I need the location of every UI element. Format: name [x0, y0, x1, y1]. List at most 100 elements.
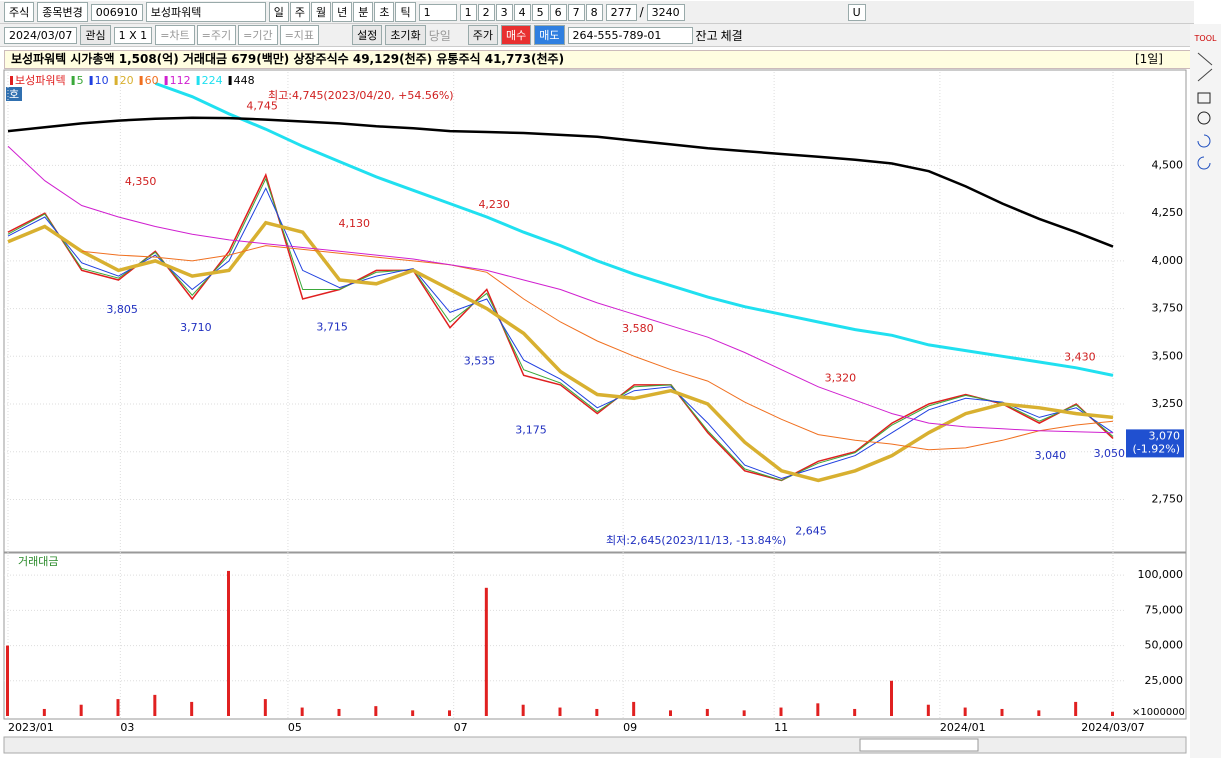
period[interactable]: 초 [374, 2, 395, 22]
legend-swatch [228, 76, 232, 85]
x-tick-label: 11 [774, 721, 788, 734]
tabs: =차트 =주기 =기간 =지표 [155, 25, 320, 45]
extreme-label: 3,175 [515, 423, 547, 436]
page-button[interactable]: 7 [567, 3, 585, 21]
scrollbar[interactable] [3, 736, 1187, 754]
period[interactable]: 월 [310, 2, 332, 22]
u[interactable]: U [847, 3, 866, 21]
change-stock[interactable]: 종목변경 [37, 2, 88, 22]
volume-bar [558, 707, 562, 716]
y-tick-label: 4,500 [1152, 158, 1184, 171]
volume-bar [484, 587, 488, 716]
watch[interactable]: 관심 [80, 25, 111, 45]
tab[interactable]: =지표 [279, 25, 320, 45]
page-button[interactable]: 2 [477, 3, 495, 21]
account[interactable]: 264-555-789-01 [567, 26, 693, 44]
y-tick-label: 3,500 [1152, 349, 1184, 362]
volume-bar [6, 645, 9, 716]
page-button[interactable]: 5 [531, 3, 549, 21]
period[interactable]: 분 [353, 2, 374, 22]
extreme-label: 3,535 [464, 355, 496, 368]
page-button[interactable]: 8 [585, 3, 603, 21]
current-price-box [1126, 429, 1184, 458]
legend-swatch [139, 76, 143, 85]
ma-line [7, 116, 1114, 248]
period[interactable]: 틱 [395, 2, 416, 22]
legend-swatch [89, 76, 93, 85]
legend-entry: 448 [234, 74, 255, 87]
sell[interactable]: 매도 [534, 25, 565, 45]
legend-swatch [196, 76, 200, 85]
extreme-label: 3,430 [1064, 351, 1096, 364]
volume-bar [1037, 710, 1041, 716]
volume-bar [632, 701, 636, 716]
volume-pane [3, 552, 1187, 720]
scroll-thumb[interactable] [859, 738, 979, 752]
today[interactable]: 당일 [428, 28, 451, 43]
legend-entry: 보성파워텍 [15, 74, 66, 87]
page-button[interactable]: 3 [495, 3, 513, 21]
period[interactable]: 주 [289, 2, 310, 22]
info-bar: 보성파워텍 시가총액 1,508(억) 거래대금 679(백만) 상장주식수 4… [4, 50, 1194, 69]
volume-tick-label: 100,000 [1138, 568, 1184, 581]
layout[interactable]: 1 X 1 [113, 26, 153, 44]
extreme-label: 3,805 [106, 303, 138, 316]
page-button[interactable]: 1 [459, 3, 477, 21]
ma-line [7, 220, 1114, 483]
period[interactable]: 년 [332, 2, 353, 22]
volume-bar [853, 708, 857, 716]
buy[interactable]: 매수 [501, 25, 532, 45]
volume-bar [963, 707, 967, 716]
x-tick-label: 2024/03/07 [1081, 721, 1144, 734]
fill[interactable]: 체결 [720, 28, 743, 43]
volume-bar [742, 710, 746, 716]
page-button[interactable]: 6 [549, 3, 567, 21]
balance[interactable]: 잔고 [695, 28, 718, 43]
ma-line [81, 245, 1114, 451]
y-tick-label: 3,250 [1152, 397, 1184, 410]
date[interactable]: 2024/03/07 [4, 26, 78, 44]
x-tick-label: 03 [120, 721, 134, 734]
market[interactable]: 주식 [4, 2, 35, 22]
volume-bar [337, 708, 341, 716]
current-price: 3,070 [1149, 429, 1181, 442]
volume-bar [42, 708, 46, 716]
period-label: [1일] [1134, 52, 1163, 66]
stock-name[interactable]: 보성파워텍 [145, 2, 266, 22]
tab[interactable]: =차트 [155, 25, 195, 45]
tool-label: TOOL [1194, 34, 1217, 43]
volume-bar [926, 704, 930, 716]
volume-title: 거래대금 [18, 555, 58, 568]
volume-bar [448, 710, 451, 716]
period[interactable]: 일 [268, 2, 289, 22]
reset[interactable]: 초기화 [385, 25, 426, 45]
legend-entry: 60 [145, 74, 159, 87]
y-tick-label: 4,250 [1152, 206, 1184, 219]
toolbar-2: 2024/03/07 관심 1 X 1 =차트 =주기 =기간 =지표 설정 초기화 … [0, 24, 1194, 47]
tab[interactable]: =주기 [196, 25, 237, 45]
ma-line [7, 177, 1114, 481]
extreme-label: 2,645 [795, 525, 827, 538]
count[interactable]: 277 [605, 3, 637, 21]
code[interactable]: 006910 [90, 3, 143, 21]
volume-bar [190, 701, 194, 716]
high-note: 최고:4,745(2023/04/20, +54.56%) [268, 89, 454, 102]
legend-swatch [71, 76, 75, 85]
page-button[interactable]: 4 [513, 3, 531, 21]
volume-bar [890, 680, 893, 716]
period-n[interactable]: 1 [418, 3, 457, 21]
volume-bar [669, 710, 672, 716]
legend-entry: 224 [202, 74, 223, 87]
settings[interactable]: 설정 [352, 25, 383, 45]
badge-bg [6, 87, 22, 101]
volume-tick-label: 25,000 [1145, 674, 1184, 687]
volume-bar [153, 694, 157, 716]
price-pane [3, 69, 1187, 553]
volume-bar [705, 708, 709, 716]
total: 3240 [646, 3, 685, 21]
y-tick-label: 2,750 [1152, 492, 1184, 505]
price[interactable]: 주가 [467, 25, 499, 45]
tab[interactable]: =기간 [238, 25, 278, 45]
